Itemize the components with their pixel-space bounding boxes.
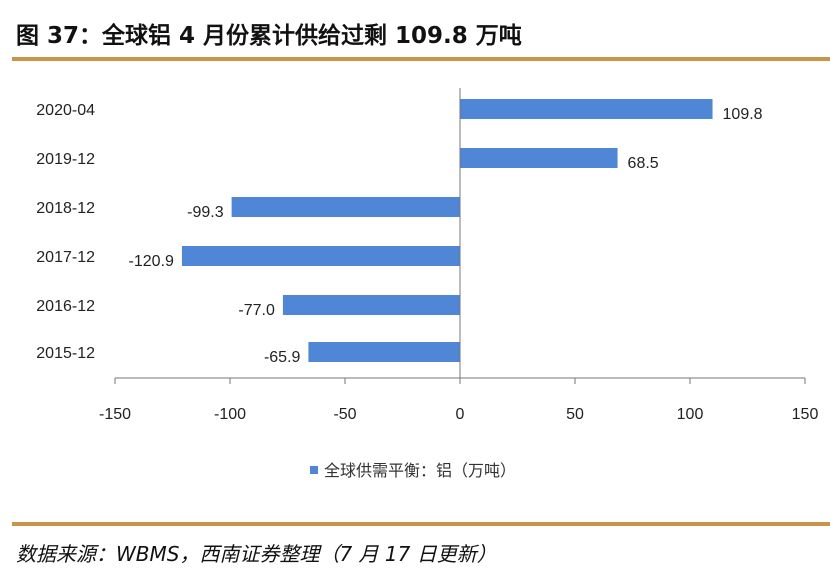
x-tick-label: 100 <box>677 406 704 423</box>
x-tick-label: 150 <box>792 406 819 423</box>
category-label: 2019-12 <box>36 151 95 168</box>
bar-2019-12 <box>460 148 618 168</box>
bottom-divider <box>12 522 830 526</box>
data-label: -120.9 <box>129 253 174 270</box>
data-label: -77.0 <box>238 302 275 319</box>
data-label: 109.8 <box>723 106 763 123</box>
x-tick-label: -50 <box>333 406 356 423</box>
category-label: 2018-12 <box>36 200 95 217</box>
data-label: -65.9 <box>264 349 301 366</box>
x-tick-label: 0 <box>456 406 465 423</box>
x-tick-label: 50 <box>566 406 584 423</box>
x-tick-label: -100 <box>214 406 246 423</box>
figure-title: 图 37：全球铝 4 月份累计供给过剩 109.8 万吨 <box>16 23 522 49</box>
top-divider <box>12 57 830 61</box>
source-note: 数据来源：WBMS，西南证券整理（7 月 17 日更新） <box>16 542 497 566</box>
category-label: 2020-04 <box>36 102 95 119</box>
x-tick-label: -150 <box>99 406 131 423</box>
bar-chart: 2020-04 109.8 2019-12 68.5 2018-12 -99.3 2017-… <box>36 88 819 480</box>
data-label: -99.3 <box>187 204 224 221</box>
bar-2016-12 <box>282 295 460 315</box>
category-label: 2016-12 <box>36 298 95 315</box>
bar-2015-12 <box>308 342 460 362</box>
bar-2017-12 <box>181 246 460 266</box>
category-label: 2017-12 <box>36 249 95 266</box>
bar-2018-12 <box>231 197 460 217</box>
data-label: 68.5 <box>628 155 659 172</box>
legend-label: 全球供需平衡：铝（万吨） <box>324 461 516 480</box>
category-label: 2015-12 <box>36 345 95 362</box>
bar-2020-04 <box>460 99 713 119</box>
legend-swatch <box>310 466 318 474</box>
